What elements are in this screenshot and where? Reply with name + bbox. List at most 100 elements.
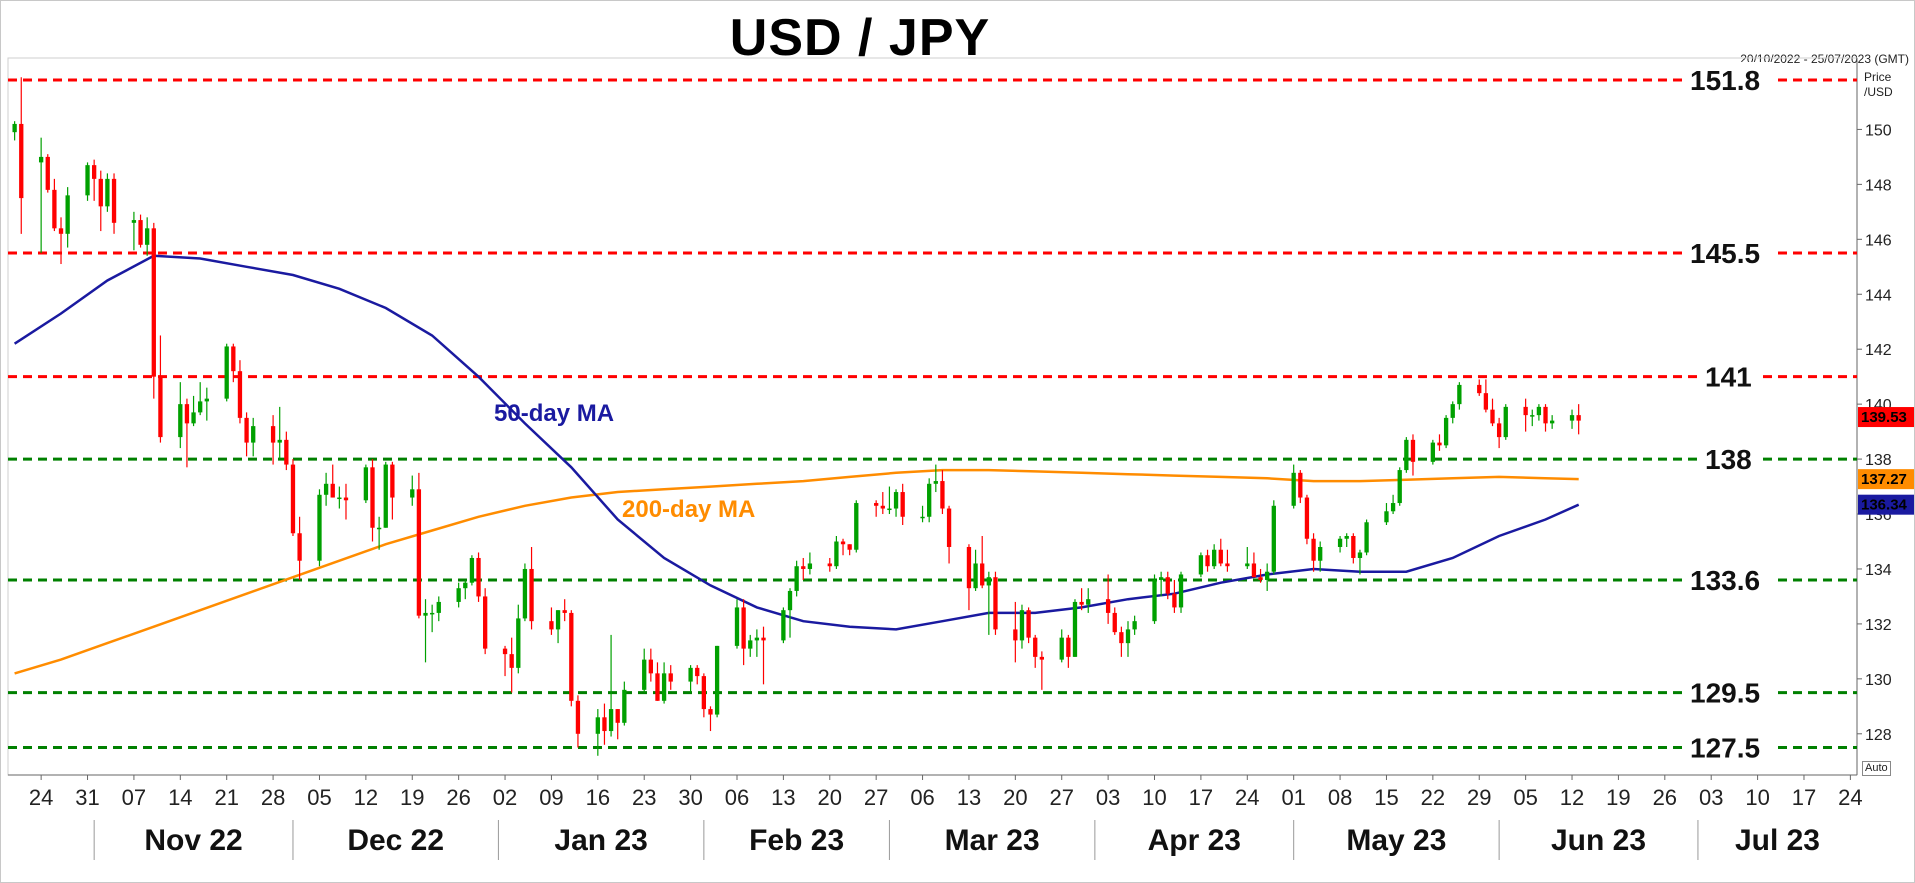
x-month-label: Jan 23 [554, 824, 647, 857]
chart-title: USD / JPY [729, 9, 991, 67]
candle-body [469, 557, 475, 583]
x-day-label: 05 [1513, 785, 1537, 810]
candle-body [1218, 549, 1223, 564]
x-day-label: 20 [1003, 785, 1027, 810]
candle-body [642, 659, 647, 690]
candle-body [1549, 420, 1555, 424]
candle-body [801, 566, 806, 569]
candle-body [1251, 563, 1257, 578]
last-value-tag-last [1858, 407, 1914, 428]
last-value-label-last: 139.53 [1861, 409, 1907, 426]
x-day-label: 19 [1606, 785, 1630, 810]
candle-body [1198, 555, 1204, 575]
candle-body [463, 582, 468, 589]
candle-body [423, 612, 428, 616]
candle-body [138, 220, 143, 245]
x-day-label: 27 [864, 785, 888, 810]
candle-body [204, 398, 209, 402]
candle-body [237, 371, 243, 418]
candle-body [290, 464, 296, 534]
x-month-label: Jul 23 [1735, 824, 1820, 857]
candle-body [52, 189, 57, 229]
candle-body [1576, 415, 1581, 421]
candle-body [317, 494, 322, 561]
candle-body [502, 648, 508, 655]
candle-body [1530, 415, 1535, 417]
candle-body [376, 527, 382, 530]
candle-body [874, 503, 879, 506]
candle-body [1205, 555, 1210, 567]
candle-body [58, 228, 64, 234]
x-day-label: 06 [910, 785, 934, 810]
candle-body [1404, 439, 1409, 471]
candle-body [615, 709, 620, 723]
candle-body [847, 544, 852, 550]
candle-body [1066, 637, 1071, 657]
candle-body [178, 404, 183, 438]
x-day-label: 20 [818, 785, 842, 810]
candle-body [92, 165, 97, 179]
x-day-label: 26 [446, 785, 470, 810]
candle-body [363, 467, 369, 501]
x-day-label: 10 [1745, 785, 1769, 810]
candle-body [158, 376, 163, 438]
candle-body [794, 566, 799, 591]
candle-body [337, 497, 342, 500]
candle-body [1543, 406, 1548, 424]
candle-body [1298, 472, 1303, 498]
level-label-bg [1701, 441, 1757, 476]
candle-body [383, 464, 388, 528]
level-label-bg [1686, 729, 1774, 764]
candle-body [529, 568, 534, 622]
level-label-bg [1686, 674, 1774, 709]
ma200-annotation: 200-day MA [622, 496, 755, 523]
candle-body [966, 546, 972, 589]
candle-body [98, 178, 103, 207]
candle-body [1265, 571, 1270, 580]
candle-body [946, 508, 952, 547]
candle-body [1523, 406, 1528, 416]
candle-body [1450, 404, 1455, 418]
candle-body [231, 346, 236, 372]
candle-body [622, 689, 627, 723]
price-axis-label-line1: Price [1864, 70, 1892, 84]
x-day-label: 05 [307, 785, 331, 810]
candle-body [940, 481, 945, 509]
x-day-label: 17 [1189, 785, 1213, 810]
candle-body [38, 156, 44, 163]
auto-scale-button[interactable]: Auto [1862, 761, 1891, 776]
candle-body [1443, 417, 1449, 446]
candle-body [714, 645, 720, 715]
candle-body [105, 178, 110, 207]
candle-body [244, 417, 249, 443]
candle-body [284, 439, 289, 465]
candle-body [277, 439, 282, 443]
candle-body [1311, 538, 1316, 561]
x-day-label: 24 [29, 785, 53, 810]
candle-body [900, 492, 905, 517]
x-day-label: 28 [261, 785, 285, 810]
candle-body [12, 123, 17, 133]
candle-body [595, 717, 600, 734]
candle-body [708, 709, 713, 715]
level-label-bg [1686, 235, 1774, 270]
candle-body [370, 467, 375, 528]
candle-body [1437, 442, 1442, 446]
candle-body [555, 610, 561, 630]
candle-body [522, 568, 528, 619]
candle-body [562, 610, 567, 613]
candle-body [65, 195, 70, 234]
ma50-annotation: 50-day MA [494, 400, 614, 427]
candle-body [1410, 439, 1416, 462]
y-tick-label: 150 [1865, 122, 1892, 139]
candle-body [993, 577, 998, 630]
x-day-label: 03 [1096, 785, 1120, 810]
candle-body [1079, 601, 1084, 605]
level-label-bg [1701, 358, 1757, 393]
candle-body [1483, 393, 1489, 410]
candle-body [1490, 409, 1495, 424]
candle-body [456, 588, 461, 602]
price-axis-label-line2: /USD [1864, 85, 1893, 99]
candle-body [1165, 577, 1170, 594]
